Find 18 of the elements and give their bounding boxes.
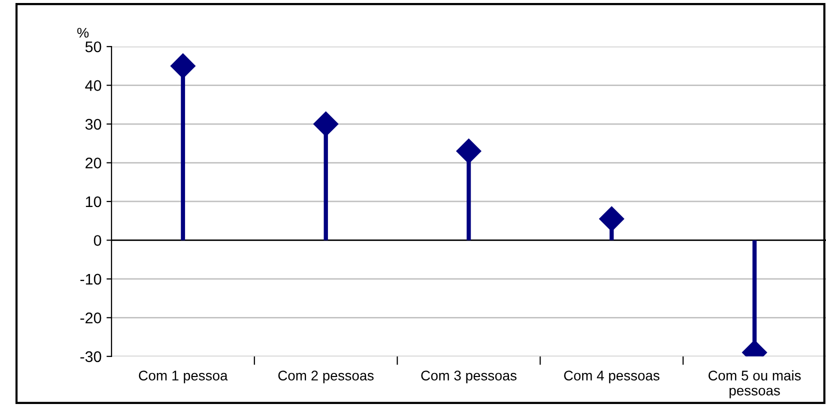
y-tick-label: -20	[80, 312, 102, 324]
x-tick-label: Com 3 pessoas	[421, 370, 517, 384]
y-tick-label: 0	[94, 235, 102, 246]
x-tick-label: Com 2 pessoas	[278, 370, 374, 384]
y-tick-label: -10	[80, 274, 102, 285]
x-tick-label: Com 1 pessoa	[138, 370, 228, 384]
y-tick-label: 50	[85, 41, 102, 52]
point	[599, 206, 624, 232]
y-tick-label: 20	[86, 158, 102, 168]
point	[313, 112, 338, 137]
y-axis-title: %	[77, 28, 89, 38]
y-tick-label: -30	[80, 351, 102, 362]
point	[456, 138, 482, 164]
x-tick-label: Com 4 pessoas	[564, 370, 660, 384]
y-tick-label: 30	[85, 118, 102, 130]
x-tick-label: Com 5 ou mais pessoas	[708, 370, 801, 398]
y-tick-label: 40	[85, 80, 102, 91]
y-tick-label: 10	[86, 196, 102, 208]
